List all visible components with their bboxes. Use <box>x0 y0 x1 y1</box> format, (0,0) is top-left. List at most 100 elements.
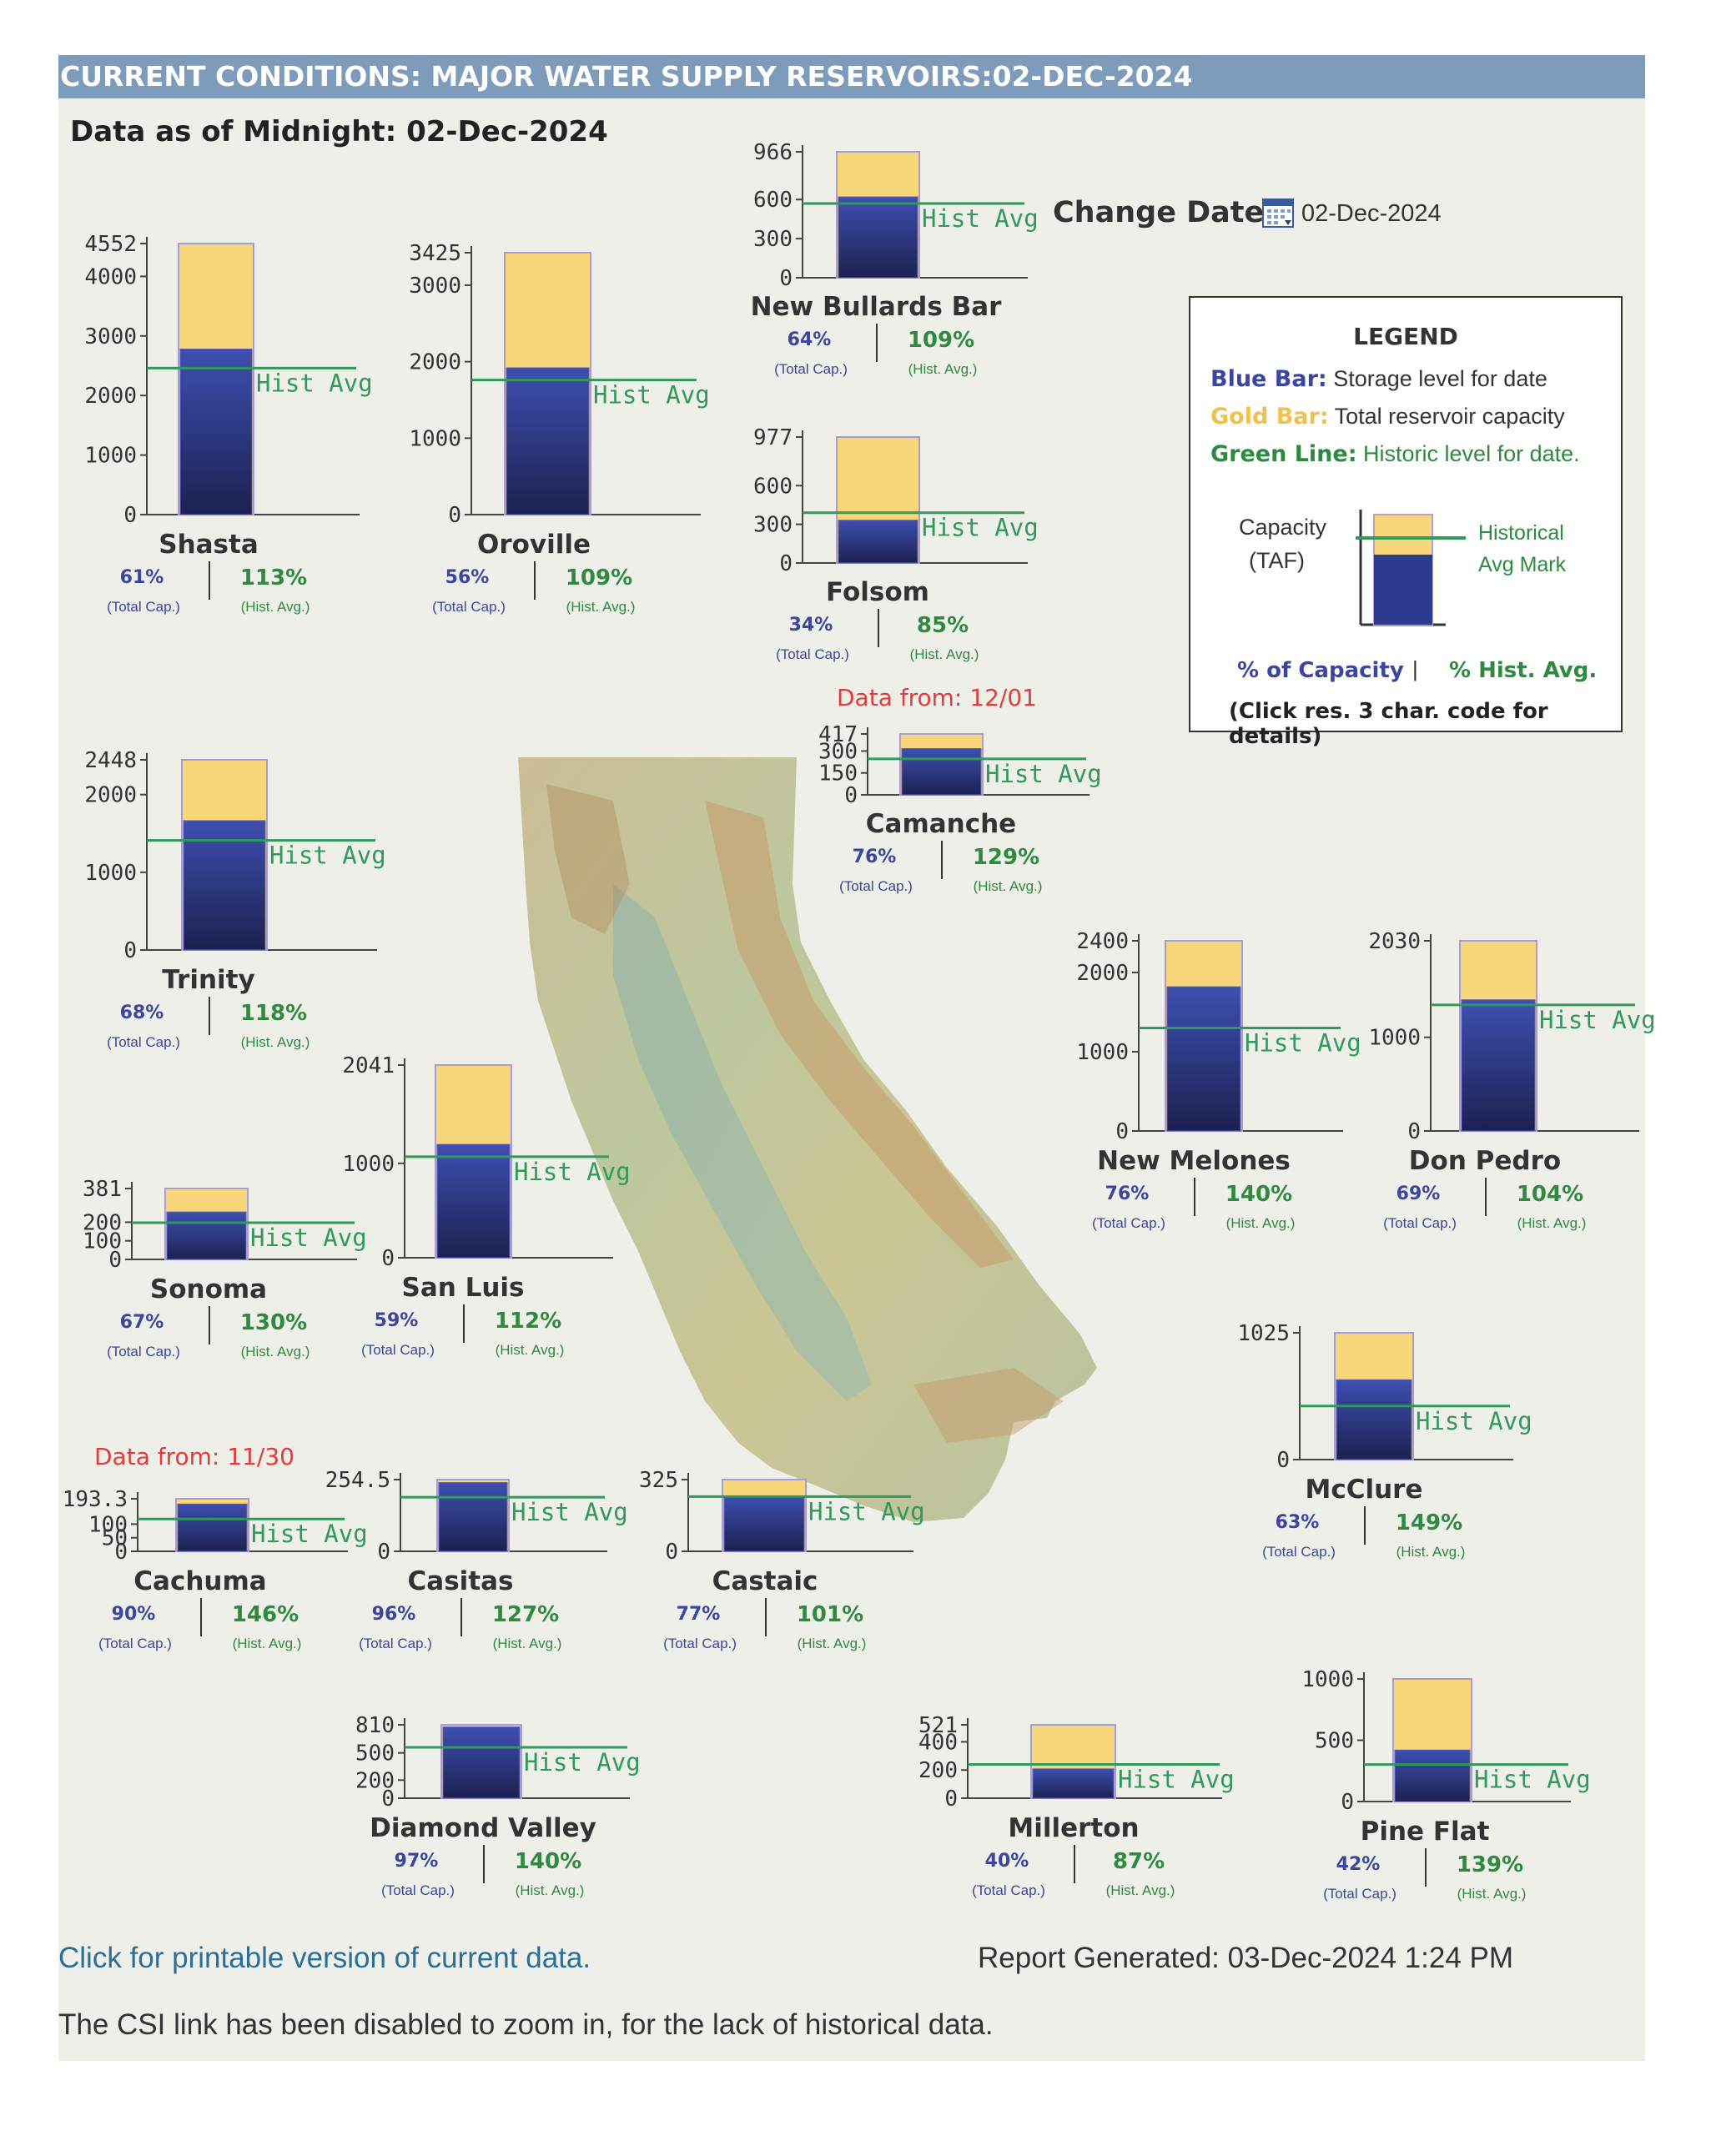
pct-hist-avg: 129% <box>972 845 1040 870</box>
reservoir-name-new-melones[interactable]: New Melones <box>1097 1146 1291 1176</box>
pct-hist-avg: 113% <box>239 565 308 591</box>
pct-capacity: 42% <box>1336 1854 1381 1875</box>
pct-hist-avg: 87% <box>1112 1849 1165 1874</box>
csi-link-note: The CSI link has been disabled to zoom i… <box>58 2008 994 2041</box>
pct-hist-avg: 112% <box>494 1309 562 1334</box>
pct-hist-avg: 109% <box>565 565 633 591</box>
hist-avg-sublabel: (Hist. Avg.) <box>909 646 979 662</box>
pct-hist-avg: 139% <box>1456 1852 1524 1877</box>
total-cap-label: (Total Cap.) <box>107 1034 180 1050</box>
hist-avg-sublabel: (Hist. Avg.) <box>973 878 1043 894</box>
hist-avg-sublabel: (Hist. Avg.) <box>492 1636 562 1651</box>
hist-avg-sublabel: (Hist. Avg.) <box>566 599 636 615</box>
legend-gold-text: Total reservoir capacity <box>1334 404 1565 429</box>
pct-capacity: 69% <box>1396 1184 1441 1204</box>
pct-capacity: 56% <box>445 567 490 588</box>
pct-hist-avg: 104% <box>1516 1182 1584 1207</box>
reservoir-name-millerton[interactable]: Millerton <box>1008 1813 1140 1843</box>
total-cap-label: (Total Cap.) <box>361 1342 435 1358</box>
pct-separator <box>1485 1178 1487 1216</box>
pct-capacity: 40% <box>984 1851 1029 1872</box>
pct-hist-avg: 118% <box>239 1001 308 1026</box>
reservoir-name-cachuma[interactable]: Cachuma <box>133 1566 267 1596</box>
legend-box: LEGEND Blue Bar: Storage level for date … <box>1189 296 1623 749</box>
hist-avg-sublabel: (Hist. Avg.) <box>240 599 310 615</box>
reservoir-name-pine-flat[interactable]: Pine Flat <box>1360 1817 1490 1847</box>
pct-capacity: 77% <box>676 1604 721 1625</box>
hist-avg-sublabel: (Hist. Avg.) <box>1105 1882 1175 1898</box>
reservoir-name-diamond-valley[interactable]: Diamond Valley <box>370 1813 596 1843</box>
hist-avg-sublabel: (Hist. Avg.) <box>1457 1886 1527 1902</box>
total-cap-label: (Total Cap.) <box>776 646 849 662</box>
pct-separator <box>209 1306 210 1344</box>
reservoir-name-casitas[interactable]: Casitas <box>407 1566 514 1596</box>
pct-capacity: 90% <box>111 1604 156 1625</box>
total-cap-label: (Total Cap.) <box>972 1882 1045 1898</box>
calendar-icon[interactable] <box>1261 197 1295 229</box>
legend-title: LEGEND <box>1353 323 1458 350</box>
change-date-label: Change Date: <box>1053 196 1276 229</box>
pct-capacity: 34% <box>788 615 833 636</box>
reservoir-name-camanche[interactable]: Camanche <box>865 809 1017 839</box>
total-cap-label: (Total Cap.) <box>1323 1886 1396 1902</box>
total-cap-label: (Total Cap.) <box>1092 1215 1165 1231</box>
pct-separator <box>876 324 878 362</box>
reservoir-name-sonoma[interactable]: Sonoma <box>149 1274 268 1304</box>
total-cap-label: (Total Cap.) <box>98 1636 172 1651</box>
pct-capacity: 64% <box>787 329 832 350</box>
legend-green-text: Historic level for date. <box>1363 441 1580 466</box>
pct-separator <box>460 1598 462 1636</box>
legend-green-key: Green Line: <box>1210 441 1357 467</box>
page-title-bar: CURRENT CONDITIONS: MAJOR WATER SUPPLY R… <box>58 55 1645 98</box>
report-generated: Report Generated: 03-Dec-2024 1:24 PM <box>978 1942 1514 1974</box>
hist-avg-sublabel: (Hist. Avg.) <box>1396 1544 1466 1560</box>
total-cap-label: (Total Cap.) <box>107 599 180 615</box>
printable-version-link[interactable]: Click for printable version of current d… <box>58 1942 591 1974</box>
hist-avg-sublabel: (Hist. Avg.) <box>1517 1215 1587 1231</box>
pct-separator <box>1194 1178 1195 1216</box>
reservoir-name-trinity[interactable]: Trinity <box>162 965 255 995</box>
pct-hist-avg: 146% <box>231 1602 299 1627</box>
legend-gold-row: Gold Bar: Total reservoir capacity <box>1210 404 1565 430</box>
california-relief-map <box>518 757 1097 1522</box>
reservoir-name-castaic[interactable]: Castaic <box>712 1566 818 1596</box>
pct-separator <box>878 609 879 647</box>
legend-blue-key: Blue Bar: <box>1210 366 1327 392</box>
legend-blue-text: Storage level for date <box>1333 366 1547 391</box>
legend-hist-mark-1: Historical <box>1478 521 1564 545</box>
total-cap-label: (Total Cap.) <box>1262 1544 1336 1560</box>
reservoir-name-shasta[interactable]: Shasta <box>159 530 259 560</box>
pct-separator <box>200 1598 202 1636</box>
pct-separator <box>1074 1845 1075 1883</box>
total-cap-label: (Total Cap.) <box>1383 1215 1457 1231</box>
pct-separator <box>1364 1506 1366 1545</box>
legend-pct-hist: % Hist. Avg. <box>1449 658 1598 683</box>
pct-separator <box>1425 1848 1427 1887</box>
pct-capacity: 76% <box>852 847 897 867</box>
reservoir-name-new-bullards-bar[interactable]: New Bullards Bar <box>750 292 1002 322</box>
reservoir-name-don-pedro[interactable]: Don Pedro <box>1408 1146 1562 1176</box>
total-cap-label: (Total Cap.) <box>774 361 848 377</box>
reservoir-name-san-luis[interactable]: San Luis <box>401 1273 525 1303</box>
legend-gold-key: Gold Bar: <box>1210 404 1329 430</box>
pct-separator <box>765 1598 767 1636</box>
reservoir-name-folsom[interactable]: Folsom <box>826 577 929 607</box>
reservoir-name-mcclure[interactable]: McClure <box>1305 1475 1423 1505</box>
selected-date[interactable]: 02-Dec-2024 <box>1301 200 1442 227</box>
pct-separator <box>483 1845 485 1883</box>
pct-separator <box>209 561 210 600</box>
data-from-note: Data from: 12/01 <box>837 684 1037 711</box>
legend-capacity-label: Capacity <box>1239 515 1327 540</box>
legend-separator: | <box>1412 656 1418 681</box>
pct-capacity: 68% <box>119 1003 164 1023</box>
pct-capacity: 63% <box>1275 1512 1320 1533</box>
hist-avg-sublabel: (Hist. Avg.) <box>908 361 978 377</box>
legend-sample-bar <box>1356 510 1466 626</box>
reservoir-name-oroville[interactable]: Oroville <box>476 530 591 560</box>
pct-separator <box>941 841 943 879</box>
pct-hist-avg: 109% <box>907 328 975 353</box>
hist-avg-sublabel: (Hist. Avg.) <box>797 1636 867 1651</box>
legend-click-note: (Click res. 3 char. code for details) <box>1229 699 1548 749</box>
hist-avg-sublabel: (Hist. Avg.) <box>515 1882 585 1898</box>
total-cap-label: (Total Cap.) <box>107 1344 180 1359</box>
